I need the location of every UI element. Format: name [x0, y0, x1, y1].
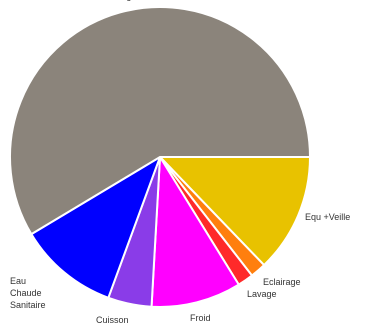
pie-slice [150, 153, 241, 308]
slice-label: Eau Chaude Sanitaire [10, 276, 46, 310]
pie-slice [157, 156, 312, 267]
slice-label: Lavage [247, 289, 277, 299]
pie-slice [29, 154, 162, 300]
slice-label: Equ +Veille [305, 212, 350, 222]
slice-label: Cuisson [96, 315, 129, 325]
slice-label: Eclairage [263, 277, 301, 287]
slice-label: Froid [190, 313, 211, 323]
slice-label: Chauffage [95, 0, 136, 1]
pie-slice [9, 6, 312, 236]
